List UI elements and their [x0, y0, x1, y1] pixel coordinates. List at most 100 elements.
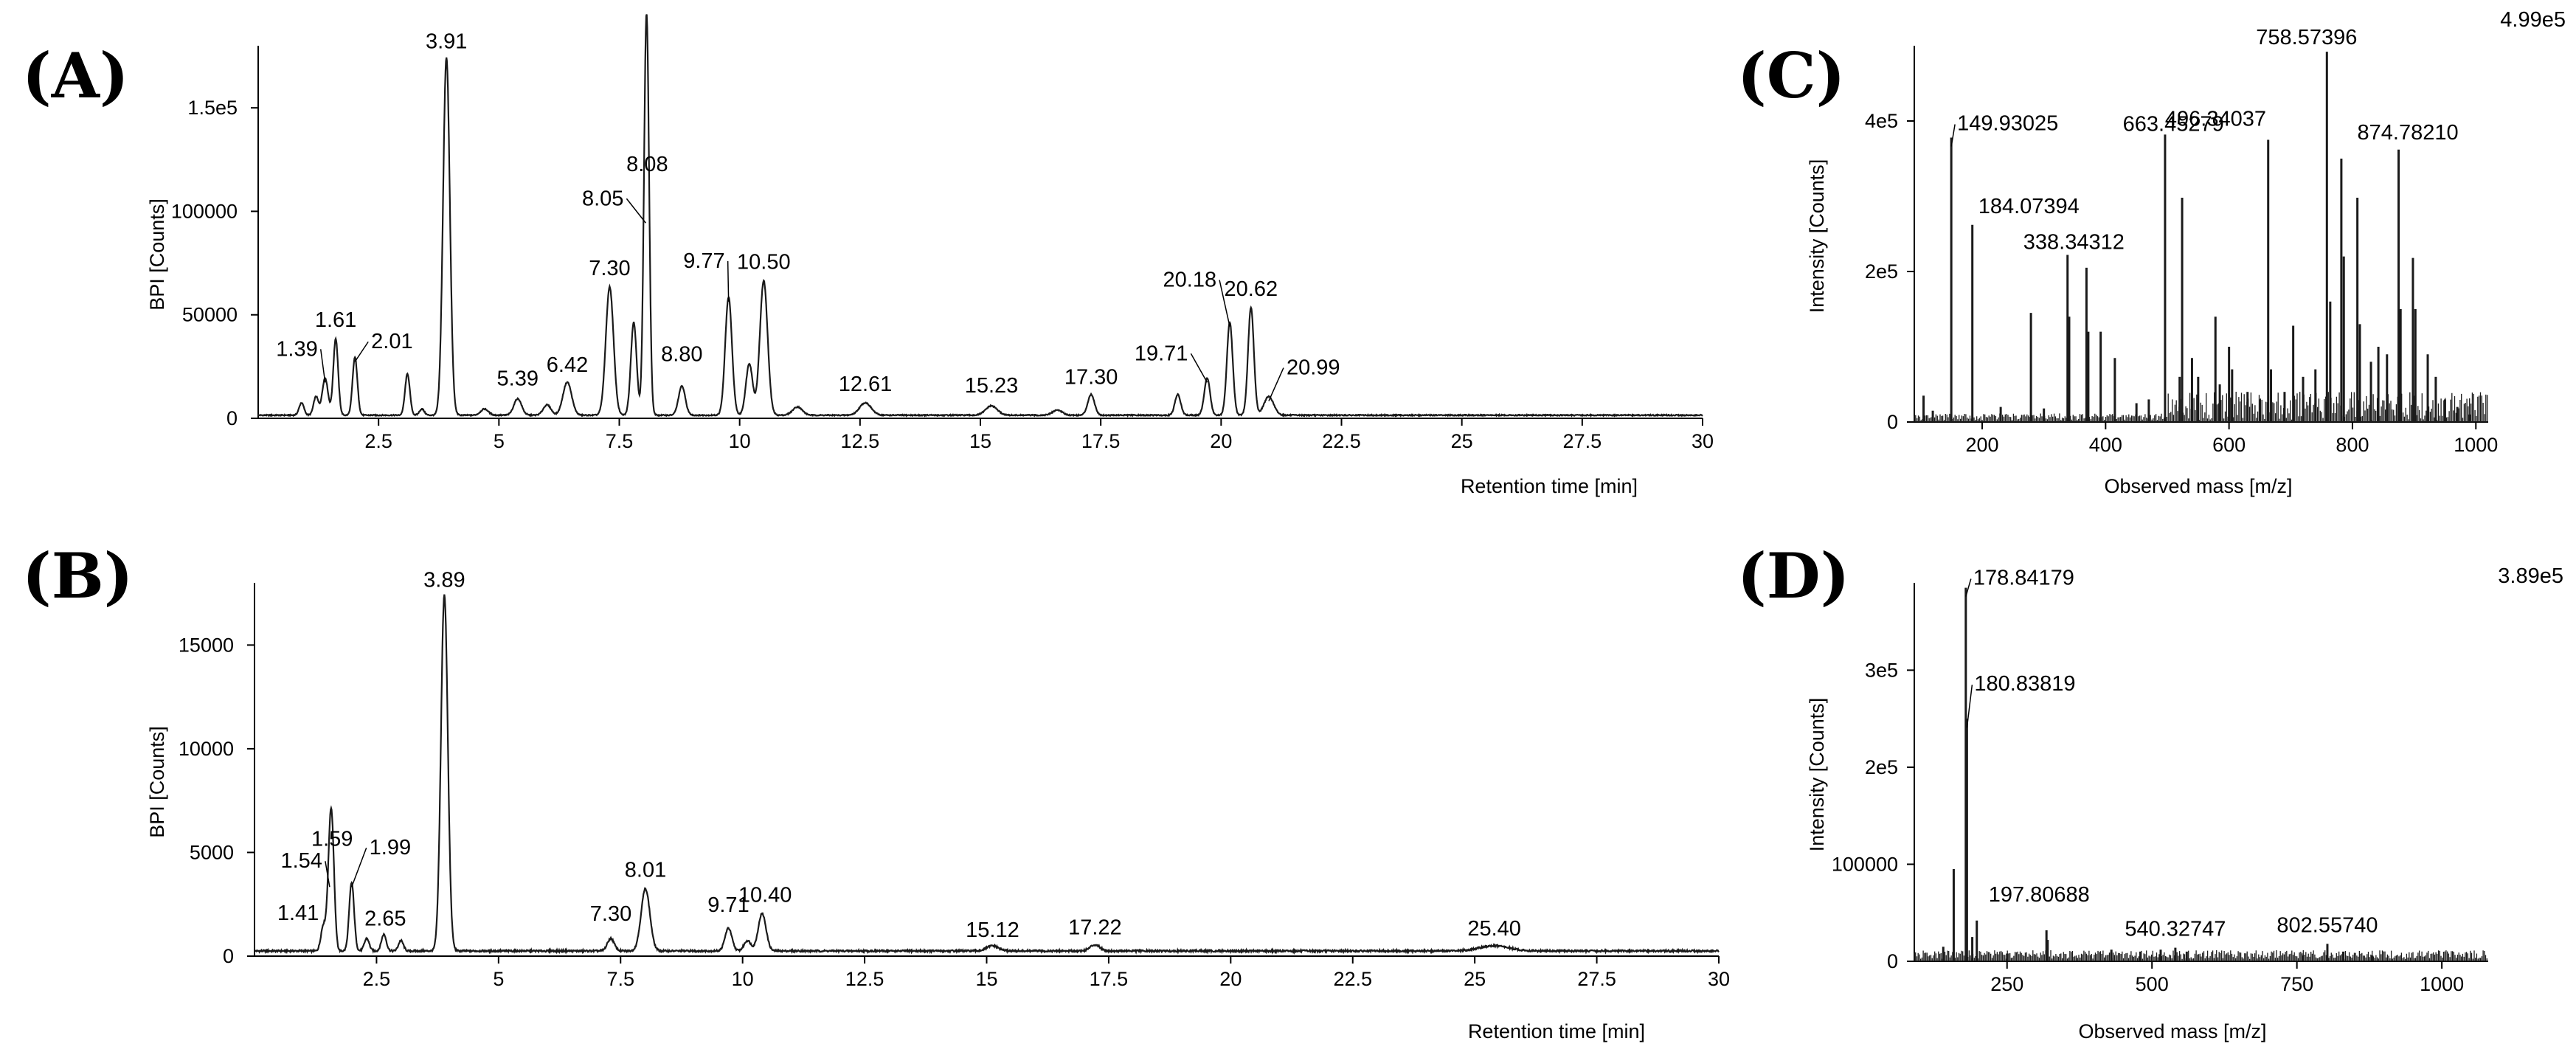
x-tick-label: 750 [2280, 973, 2313, 995]
x-tick-label: 30 [1692, 430, 1714, 452]
y-tick-label: 0 [226, 407, 238, 429]
peak-label: 12.61 [839, 373, 893, 396]
x-tick-label: 600 [2212, 434, 2246, 456]
x-tick-label: 2.5 [363, 968, 391, 990]
panel-b-x-axis-title: Retention time [min] [1468, 1020, 1645, 1042]
peak-leader [325, 861, 330, 888]
peak-leader [350, 847, 367, 888]
peak-label: 3.89 [423, 568, 465, 592]
panel-c-plot: 200 400 600 800 1000 0 2e5 4e5 149.93025 184.0739… [1865, 26, 2498, 456]
peak-label: 25.40 [1467, 917, 1521, 941]
y-tick-label: 10000 [179, 738, 234, 760]
x-tick-label: 10 [732, 968, 754, 990]
x-tick-label: 22.5 [1322, 430, 1361, 452]
peak-label: 20.18 [1163, 269, 1217, 292]
peak-label: 7.30 [590, 902, 631, 926]
y-tick-label: 1.5e5 [187, 97, 238, 119]
x-tick-label: 17.5 [1081, 430, 1121, 452]
x-tick-label: 20 [1210, 430, 1232, 452]
peak-label: 338.34312 [2023, 231, 2125, 255]
x-tick-label: 27.5 [1577, 968, 1616, 990]
peak-label: 17.30 [1064, 366, 1118, 390]
peak-label: 15.12 [966, 919, 1019, 942]
panel-d-max-intensity: 3.89e5 [2498, 564, 2563, 588]
peak-label: 19.71 [1135, 342, 1188, 365]
y-tick-label: 5000 [190, 841, 234, 863]
x-tick-label: 15 [969, 430, 991, 452]
peak-label: 758.57396 [2256, 26, 2357, 49]
peak-label: 8.05 [582, 187, 623, 210]
panel-a-x-axis-title: Retention time [min] [1461, 475, 1638, 497]
peak-leader [1966, 685, 1973, 728]
peak-label: 1.39 [276, 337, 317, 361]
y-tick-label: 15000 [179, 634, 234, 656]
y-tick-label: 0 [1887, 950, 1898, 972]
panel-b-plot: 2.5 5 7.5 10 12.5 15 17.5 20 22.5 25 27.5 30 0 5000 10… [179, 568, 1730, 990]
peak-label: 663.45279 [2123, 113, 2224, 136]
peak-label: 2.65 [364, 907, 406, 930]
x-tick-label: 400 [2089, 434, 2122, 456]
peak-label: 20.62 [1225, 277, 1278, 301]
x-tick-label: 15 [975, 968, 997, 990]
peak-label: 1.54 [280, 849, 322, 873]
panel-d-plot: 250 500 750 1000 0 100000 2e5 3e5 178.84179 180.8… [1832, 567, 2488, 995]
x-tick-label: 25 [1464, 968, 1486, 990]
peak-leader [1965, 578, 1972, 597]
x-tick-label: 800 [2336, 434, 2369, 456]
peak-label: 802.55740 [2276, 913, 2378, 937]
panel-a-plot: 2.5 5 7.5 10 12.5 15 17.5 20 22.5 25 27.5 30 0 50000 1… [171, 14, 1714, 452]
peak-leader [319, 349, 326, 383]
peak-leader [727, 260, 730, 302]
peak-label: 17.22 [1068, 916, 1122, 940]
peak-label: 1.59 [311, 827, 353, 851]
x-tick-label: 17.5 [1090, 968, 1129, 990]
x-tick-label: 5 [493, 968, 504, 990]
panel-b-y-axis-title: BPI [Counts] [146, 726, 168, 838]
y-tick-label: 0 [223, 945, 234, 967]
panel-b: (B) Retention time [min] BPI [Counts] 2.… [22, 539, 1730, 1042]
peak-leader [626, 198, 646, 224]
panel-c-x-axis-title: Observed mass [m/z] [2104, 475, 2292, 497]
x-tick-label: 7.5 [606, 430, 634, 452]
x-tick-label: 200 [1965, 434, 1998, 456]
panel-b-label: (B) [22, 539, 134, 612]
peak-label: 20.99 [1287, 356, 1340, 380]
peak-label: 7.30 [589, 257, 630, 280]
peak-label: 874.78210 [2358, 121, 2459, 145]
peak-leader [1268, 367, 1284, 401]
panel-c: (C) 4.99e5 Observed mass [m/z] Intensity… [1737, 8, 2566, 497]
peak-label: 9.77 [683, 249, 724, 273]
peak-label: 15.23 [965, 374, 1019, 398]
y-tick-label: 2e5 [1865, 260, 1898, 283]
peak-leader [1219, 280, 1230, 327]
x-tick-label: 12.5 [841, 430, 880, 452]
peak-label: 540.32747 [2125, 918, 2226, 941]
peak-label: 10.40 [738, 883, 792, 907]
peak-label: 5.39 [497, 367, 539, 390]
y-tick-label: 2e5 [1865, 756, 1898, 778]
panel-a-label: (A) [22, 39, 129, 112]
peak-label: 184.07394 [1978, 195, 2080, 218]
x-tick-label: 22.5 [1333, 968, 1372, 990]
peak-label: 6.42 [547, 353, 588, 377]
y-tick-label: 100000 [1832, 853, 1898, 875]
x-tick-label: 20 [1219, 968, 1242, 990]
x-tick-label: 1000 [2420, 973, 2464, 995]
panel-c-max-intensity: 4.99e5 [2500, 8, 2566, 32]
panel-a: (A) Retention time [min] BPI [Counts] 2.… [22, 14, 1714, 497]
peak-label: 8.01 [625, 859, 666, 882]
x-tick-label: 500 [2136, 973, 2169, 995]
panel-d: (D) 3.89e5 Observed mass [m/z] Intensity… [1737, 539, 2563, 1042]
peak-label: 1.61 [315, 308, 356, 332]
chromatogram-trace [257, 14, 1703, 418]
y-tick-label: 4e5 [1865, 110, 1898, 132]
panel-a-y-axis-title: BPI [Counts] [146, 198, 168, 311]
spectrum-noise [1914, 950, 2487, 961]
peak-label: 8.08 [626, 153, 668, 176]
x-tick-label: 12.5 [845, 968, 884, 990]
y-tick-label: 0 [1887, 411, 1898, 433]
panel-d-x-axis-title: Observed mass [m/z] [2078, 1020, 2266, 1042]
y-tick-label: 100000 [171, 200, 238, 222]
x-tick-label: 30 [1708, 968, 1730, 990]
